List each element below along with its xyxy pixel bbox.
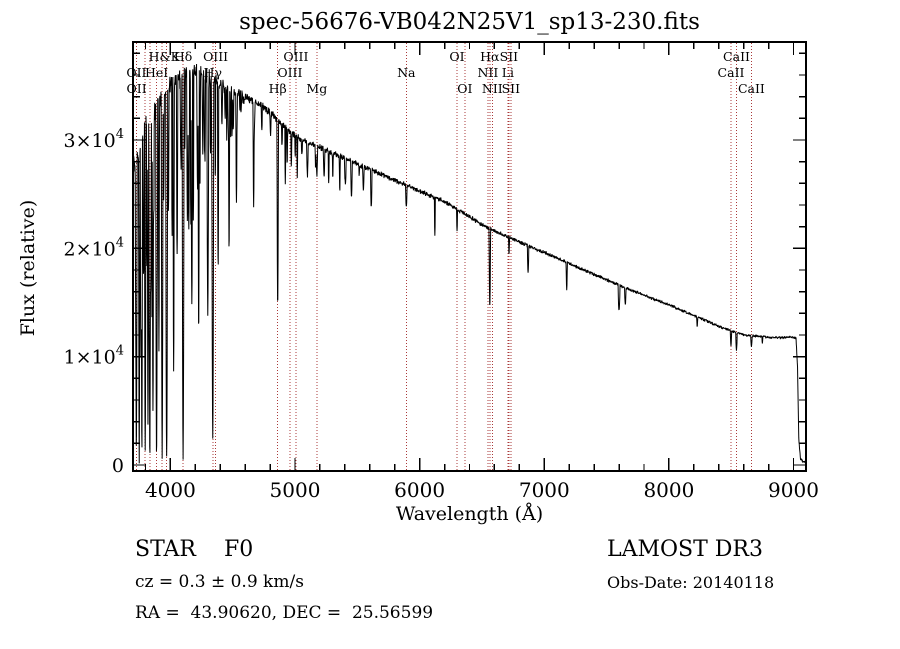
svg-text:Hγ: Hγ (204, 65, 222, 80)
svg-text:OIII: OIII (283, 49, 308, 64)
svg-text:OIII: OIII (277, 65, 302, 80)
svg-text:OII: OII (126, 65, 146, 80)
annotation-star-type: STAR F0 (135, 537, 254, 562)
svg-text:H&K: H&K (149, 49, 181, 64)
svg-text:CaII: CaII (718, 65, 745, 80)
svg-text:Hβ: Hβ (269, 81, 287, 96)
svg-text:0: 0 (112, 455, 124, 477)
svg-text:NII: NII (482, 81, 503, 96)
svg-text:Hα: Hα (480, 49, 500, 64)
svg-text:HeI: HeI (145, 65, 168, 80)
svg-text:3×104: 3×104 (64, 127, 124, 152)
svg-text:Li: Li (502, 65, 514, 80)
annotation-ra-dec: RA = 43.90620, DEC = 25.56599 (135, 603, 434, 623)
svg-text:OI: OI (457, 81, 472, 96)
annotation-survey: LAMOST DR3 (607, 537, 763, 562)
svg-text:2×104: 2×104 (64, 235, 124, 260)
svg-text:OIII: OIII (203, 49, 228, 64)
plot-title: spec-56676-VB042N25V1_sp13-230.fits (239, 9, 700, 35)
annotation-cz: cz = 0.3 ± 0.9 km/s (135, 572, 304, 592)
svg-text:OI: OI (449, 49, 464, 64)
svg-text:8000: 8000 (643, 478, 694, 502)
svg-text:7000: 7000 (519, 478, 570, 502)
svg-text:Mg: Mg (306, 81, 327, 96)
annotation-obs-date: Obs-Date: 20140118 (607, 573, 775, 592)
svg-text:SII: SII (500, 49, 519, 64)
svg-text:NII: NII (477, 65, 498, 80)
svg-text:SII: SII (502, 81, 521, 96)
svg-text:Na: Na (397, 65, 416, 80)
svg-text:6000: 6000 (394, 478, 445, 502)
svg-text:1×104: 1×104 (64, 344, 124, 369)
svg-text:CaII: CaII (723, 49, 750, 64)
svg-text:4000: 4000 (145, 478, 196, 502)
svg-text:9000: 9000 (768, 478, 819, 502)
svg-text:OII: OII (127, 81, 147, 96)
svg-text:Hδ: Hδ (174, 49, 192, 64)
x-axis-label: Wavelength (Å) (395, 503, 544, 525)
svg-text:5000: 5000 (270, 478, 321, 502)
svg-text:CaII: CaII (738, 81, 765, 96)
